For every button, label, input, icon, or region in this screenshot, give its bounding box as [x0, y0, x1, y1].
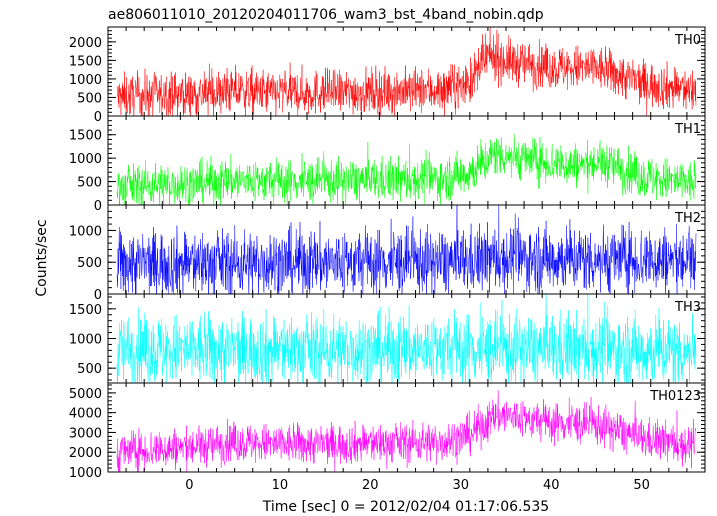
- panel-th0123: 1000 2000 3000 4000 5000 TH0123: [69, 382, 706, 481]
- panel-label: TH2: [674, 211, 701, 226]
- x-tick-label: 50: [633, 478, 650, 493]
- x-tick-label: 30: [452, 478, 469, 493]
- panel-label: TH3: [674, 300, 701, 315]
- y-tick-label: 0: [94, 288, 102, 303]
- panel-label: TH0123: [649, 389, 701, 404]
- y-tick-label: 1000: [69, 152, 102, 167]
- y-tick-label: 500: [77, 176, 102, 191]
- series-th0: [116, 27, 697, 116]
- series-th1: [116, 134, 697, 205]
- series-th3: [116, 294, 697, 383]
- y-tick-label: 500: [77, 91, 102, 106]
- y-axis-label: Counts/sec: [34, 219, 50, 296]
- x-tick-label: 40: [543, 478, 560, 493]
- series-th0123: [116, 390, 697, 472]
- y-tick-label: 4000: [69, 407, 102, 422]
- panel-th0: 0 500 1000 1500 2000 TH0: [69, 26, 706, 125]
- y-tick-label: 0: [94, 110, 102, 125]
- y-tick-label: 2000: [69, 36, 102, 51]
- panel-label: TH0: [674, 33, 701, 48]
- y-tick-label: 2000: [69, 446, 102, 461]
- x-tick-label: 0: [185, 478, 193, 493]
- panel-th3: 500 1000 1500 TH3: [69, 293, 706, 384]
- y-tick-label: 5000: [69, 387, 102, 402]
- panel-th1: 0 500 1000 1500 TH1: [69, 115, 706, 214]
- y-tick-label: 1500: [69, 129, 102, 144]
- y-tick-label: 500: [77, 362, 102, 377]
- y-tick-label: 500: [77, 256, 102, 271]
- y-tick-label: 0: [94, 199, 102, 214]
- y-tick-label: 1000: [69, 224, 102, 239]
- chart-title: ae806011010_20120204011706_wam3_bst_4ban…: [108, 7, 544, 23]
- y-tick-label: 1000: [69, 73, 102, 88]
- y-tick-label: 1500: [69, 54, 102, 69]
- panel-frame: [107, 382, 706, 473]
- x-tick-label: 10: [272, 478, 289, 493]
- y-tick-label: 1500: [69, 303, 102, 318]
- series-th2: [116, 205, 697, 294]
- y-tick-label: 1000: [69, 466, 102, 481]
- y-tick-label: 3000: [69, 426, 102, 441]
- y-tick-label: 1000: [69, 333, 102, 348]
- x-axis-label: Time [sec] 0 = 2012/02/04 01:17:06.535: [262, 499, 549, 515]
- x-tick-label: 20: [362, 478, 379, 493]
- panel-th2: 0 500 1000 TH2: [69, 204, 706, 303]
- panel-label: TH1: [674, 122, 701, 137]
